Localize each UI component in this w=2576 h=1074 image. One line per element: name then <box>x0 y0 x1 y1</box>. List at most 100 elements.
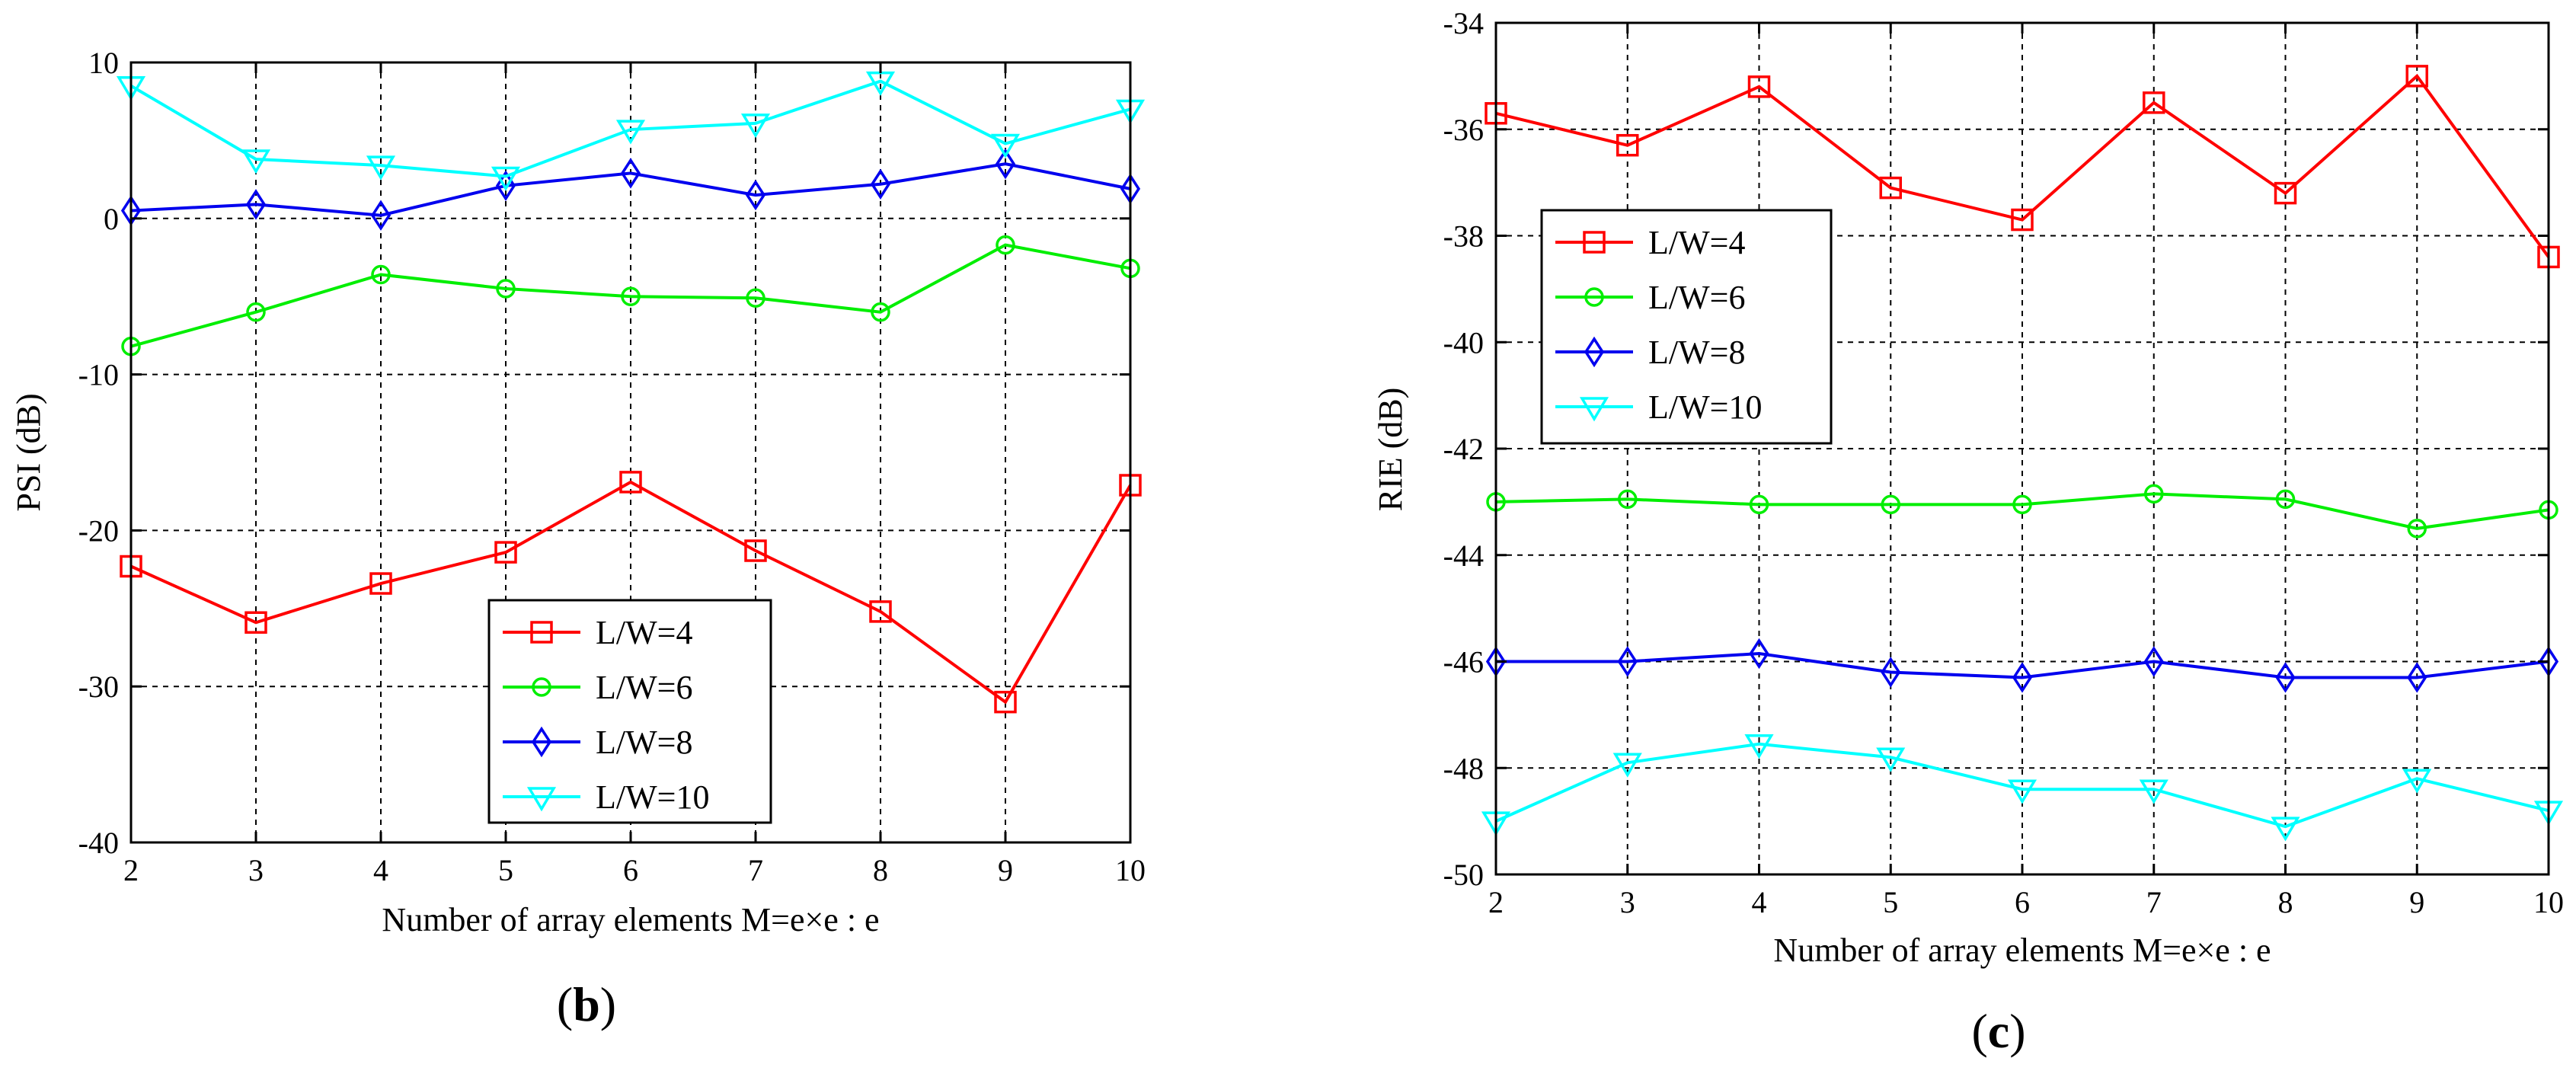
chart-b-series-1-point-2 <box>371 264 391 285</box>
chart-c-legend-label-1: L/W=6 <box>1648 279 1745 316</box>
chart-b-xtick-label-6: 6 <box>623 853 638 887</box>
chart-b-ytick-label--10: -10 <box>78 358 119 392</box>
chart-c-series-0-point-3 <box>1879 176 1902 200</box>
chart-b-series-0-line <box>130 480 1132 705</box>
chart-c-series-2-point-5 <box>2143 646 2164 677</box>
chart-c-series-3-point-4 <box>2007 779 2037 804</box>
chart-c: 2 3 4 5 6 7 8 9 10 -34 -36 -38 -40 -42 -44 -46 -48 -50 L/… <box>1372 6 2564 1058</box>
chart-c-ytick-label--50: -50 <box>1443 858 1484 892</box>
chart-c-grid <box>1496 23 2549 874</box>
chart-c-xtick-label-7: 7 <box>2146 885 2162 919</box>
chart-b-ylabel: PSI (dB) <box>10 393 47 511</box>
chart-b-series-0-point-2 <box>369 572 392 595</box>
chart-b-series-2-point-6 <box>870 168 891 200</box>
chart-b-series-0-point-4 <box>619 471 642 494</box>
chart-b-caption-open: ( <box>557 977 573 1031</box>
chart-b-ytick-label--20: -20 <box>78 513 119 548</box>
chart-c-ytick-label--44: -44 <box>1443 539 1484 573</box>
chart-b-series-3-point-1 <box>241 149 271 174</box>
chart-b-caption-letter: b <box>573 977 600 1031</box>
chart-b-series-1-point-4 <box>621 286 641 306</box>
chart-b-ytick-label--30: -30 <box>78 670 119 704</box>
chart-b-caption: (b) <box>557 977 616 1031</box>
chart-c-ytick-label--36: -36 <box>1443 113 1484 147</box>
chart-c-ytick-label--40: -40 <box>1443 325 1484 360</box>
chart-c-legend-marker-3 <box>1579 397 1609 422</box>
chart-b-series-0-point-7 <box>994 690 1017 714</box>
chart-b-legend-marker-1 <box>532 677 551 697</box>
chart-b-series-0-point-3 <box>494 541 517 564</box>
chart-c-caption-letter: c <box>1988 1004 2009 1058</box>
chart-b-xtick-label-7: 7 <box>748 853 763 887</box>
chart-b-series-2-point-2 <box>370 200 392 231</box>
chart-c-xtick-label-3: 3 <box>1620 885 1635 919</box>
chart-b-series <box>116 71 1146 714</box>
chart-c-series-0-point-1 <box>1616 133 1639 157</box>
chart-b-series-1-point-6 <box>871 302 890 322</box>
chart-c-legend-label-2: L/W=8 <box>1648 334 1745 371</box>
chart-c-series-1-line <box>1495 492 2549 530</box>
chart-c-series-2-point-2 <box>1749 638 1769 670</box>
chart-b-series-3-point-3 <box>491 166 521 191</box>
chart-b-series-0-point-1 <box>244 611 267 634</box>
chart-c-xtick-label-2: 2 <box>1488 885 1504 919</box>
chart-c-series-2-point-4 <box>2012 662 2033 693</box>
chart-c-xtick-label-4: 4 <box>1752 885 1767 919</box>
chart-c-series-1-point-5 <box>2144 484 2164 504</box>
chart-b-legend-marker-3 <box>526 787 557 812</box>
chart-c-series-3-line <box>1495 742 2549 829</box>
chart-c-series-3-point-2 <box>1744 734 1774 759</box>
chart-b-series-3-line <box>129 79 1131 178</box>
chart-c-ytick-label--46: -46 <box>1443 645 1484 679</box>
chart-c-series-3-point-1 <box>1612 753 1642 778</box>
chart-c-series-2-line <box>1496 652 2549 679</box>
chart-c-caption-open: ( <box>1971 1004 1987 1058</box>
chart-b-series-0-point-6 <box>869 600 892 623</box>
chart-c-xlabel: Number of array elements M=e×e : e <box>1773 932 2271 969</box>
chart-c-legend-marker-2 <box>1584 336 1605 368</box>
chart-b-series-1-point-3 <box>496 279 516 299</box>
chart-c-xtick-label-8: 8 <box>2278 885 2293 919</box>
chart-c-legend-marker-0 <box>1583 231 1606 254</box>
chart-c-caption-close: ) <box>2009 1004 2025 1058</box>
chart-b-caption-close: ) <box>600 977 616 1031</box>
chart-b-xtick-label-8: 8 <box>873 853 888 887</box>
chart-c-ytick-label--38: -38 <box>1443 219 1484 254</box>
chart-c-series-0-point-2 <box>1747 75 1771 98</box>
chart-b-xtick-label-2: 2 <box>123 853 139 887</box>
chart-c-ytick-label--34: -34 <box>1443 6 1484 40</box>
chart-b-ticks: 2 3 4 5 6 7 8 9 10 10 0 -10 -20 -30 -40 <box>78 46 1146 887</box>
chart-c-series-2-point-7 <box>2407 662 2427 693</box>
chart-c-legend-label-0: L/W=4 <box>1648 224 1745 261</box>
chart-b-series-0-point-5 <box>744 539 767 562</box>
chart-b-ytick-label-10: 10 <box>88 46 119 80</box>
chart-c-series-0-point-4 <box>2011 208 2034 232</box>
chart-c-series-3-point-7 <box>2402 769 2432 794</box>
chart-b-legend-label-1: L/W=6 <box>596 669 692 706</box>
chart-b-ytick-label-0: 0 <box>104 202 119 236</box>
chart-c-series-3-point-6 <box>2271 817 2300 842</box>
chart-c-series-0-point-7 <box>2405 65 2428 88</box>
chart-c-series-1-point-3 <box>1881 494 1900 515</box>
chart-b-series-1-point-5 <box>746 288 765 308</box>
chart-c-legend-label-3: L/W=10 <box>1648 388 1762 426</box>
chart-c-ytick-label--48: -48 <box>1443 751 1484 785</box>
chart-b-legend-label-2: L/W=8 <box>596 724 692 761</box>
chart-b-legend-marker-0 <box>530 621 553 644</box>
chart-c-caption: (c) <box>1971 1004 2025 1058</box>
chart-b-legend: L/W=4 L/W=6 L/W=8 L/W=10 <box>487 599 772 824</box>
chart-b-xtick-label-10: 10 <box>1115 853 1146 887</box>
chart-b-series-2-line <box>130 162 1131 217</box>
chart-b-xtick-label-3: 3 <box>248 853 264 887</box>
chart-c-series-3-point-3 <box>1876 747 1906 772</box>
chart-c-series-0-point-5 <box>2143 91 2165 114</box>
chart-b-series-3-point-2 <box>366 155 396 181</box>
chart-b-legend-marker-2 <box>531 726 552 758</box>
chart-b-legend-label-3: L/W=10 <box>596 778 709 816</box>
chart-c-series-1-point-4 <box>2012 494 2032 515</box>
chart-b-series-2-point-4 <box>620 158 641 189</box>
chart-b-series-2-point-5 <box>745 179 766 211</box>
chart-b-xlabel: Number of array elements M=e×e : e <box>382 901 879 938</box>
